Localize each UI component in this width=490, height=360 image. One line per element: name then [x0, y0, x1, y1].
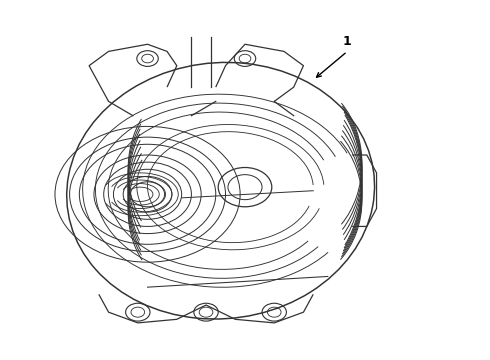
- Text: 1: 1: [343, 35, 352, 48]
